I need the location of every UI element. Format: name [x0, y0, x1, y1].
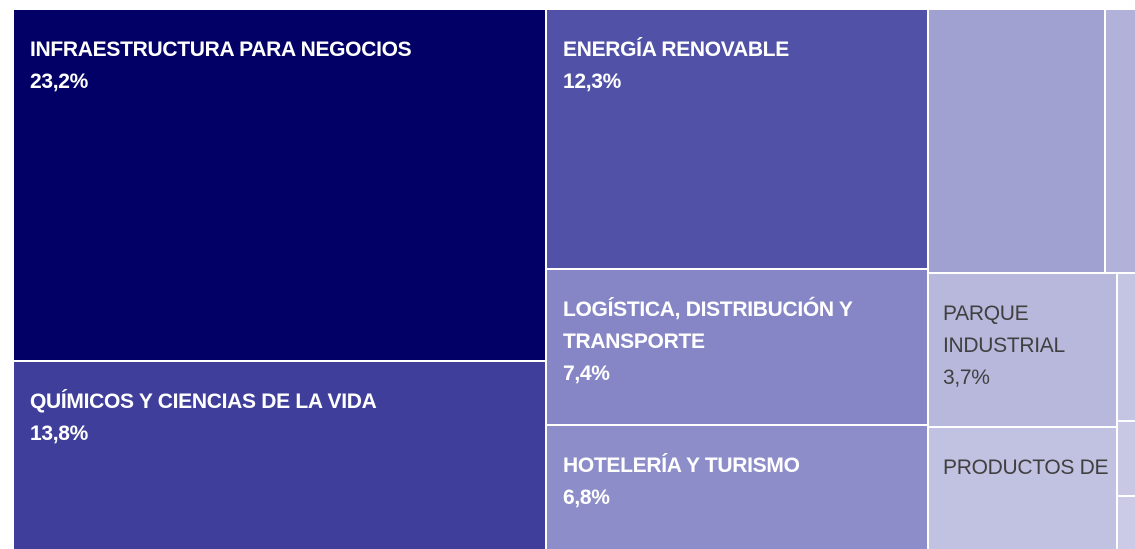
value-label: 12,3%: [563, 70, 622, 93]
tile: [1118, 422, 1135, 495]
value-label: 13,8%: [30, 422, 89, 445]
tile-label: QUÍMICOS Y CIENCIAS DE LA VIDA 13,8%: [30, 386, 535, 450]
tile: [1118, 274, 1135, 420]
tile: LOGÍSTICA, DISTRIBUCIÓN Y TRANSPORTE 7,4%: [547, 270, 927, 424]
category-name: LOGÍSTICA, DISTRIBUCIÓN Y TRANSPORTE: [563, 298, 853, 353]
tile: [929, 10, 1104, 272]
category-name: PRODUCTOS DE: [943, 456, 1109, 479]
tile-label: LOGÍSTICA, DISTRIBUCIÓN Y TRANSPORTE 7,4%: [563, 294, 917, 390]
category-name: HOTELERÍA Y TURISMO: [563, 454, 800, 477]
tile: ENERGÍA RENOVABLE 12,3%: [547, 10, 927, 268]
tile: [1106, 10, 1135, 272]
tile-label: ENERGÍA RENOVABLE 12,3%: [563, 34, 917, 98]
tile-label: INFRAESTRUCTURA PARA NEGOCIOS 23,2%: [30, 34, 535, 98]
category-name: ENERGÍA RENOVABLE: [563, 38, 789, 61]
tile: INFRAESTRUCTURA PARA NEGOCIOS 23,2%: [14, 10, 545, 360]
tile-label: PARQUE INDUSTRIAL 3,7%: [943, 298, 1110, 394]
tile: PARQUE INDUSTRIAL 3,7%: [929, 274, 1116, 426]
tile-label: HOTELERÍA Y TURISMO 6,8%: [563, 450, 917, 514]
tile: QUÍMICOS Y CIENCIAS DE LA VIDA 13,8%: [14, 362, 545, 549]
tile: [1118, 497, 1135, 549]
value-label: 7,4%: [563, 362, 610, 385]
category-name: QUÍMICOS Y CIENCIAS DE LA VIDA: [30, 390, 377, 413]
value-label: 3,7%: [943, 366, 990, 389]
value-label: 23,2%: [30, 70, 89, 93]
category-name: INFRAESTRUCTURA PARA NEGOCIOS: [30, 38, 412, 61]
tile-label: PRODUCTOS DE: [943, 452, 1110, 484]
category-name: PARQUE INDUSTRIAL: [943, 302, 1065, 357]
tile: PRODUCTOS DE: [929, 428, 1116, 549]
value-label: 6,8%: [563, 486, 610, 509]
tile: HOTELERÍA Y TURISMO 6,8%: [547, 426, 927, 549]
